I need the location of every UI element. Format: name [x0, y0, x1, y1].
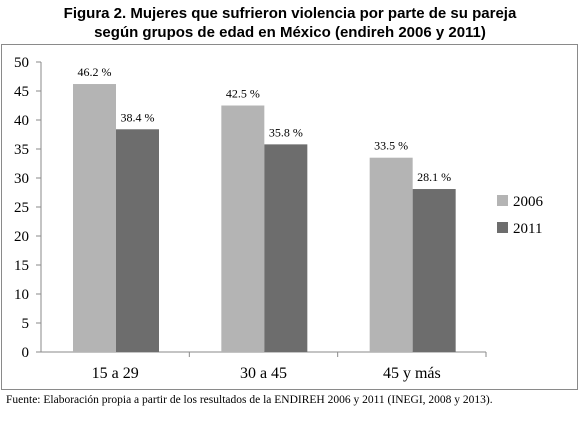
y-tick-label: 45 — [14, 84, 29, 100]
legend-swatch — [497, 195, 508, 206]
legend-label: 2011 — [513, 221, 542, 237]
y-tick-label: 20 — [14, 229, 29, 245]
chart-title-line1: Figura 2. Mujeres que sufrieron violenci… — [63, 5, 517, 22]
x-tick-label: 30 a 45 — [240, 365, 287, 382]
y-tick-label: 5 — [22, 316, 30, 332]
bar — [221, 105, 265, 352]
source-note: Fuente: Elaboración propia a partir de l… — [6, 393, 576, 407]
data-label: 42.5 % — [226, 87, 260, 101]
bar — [264, 144, 308, 352]
y-tick-label: 15 — [14, 258, 29, 274]
bar — [369, 157, 413, 352]
data-label: 33.5 % — [374, 139, 408, 153]
bars: 46.2 % 38.4 % 42.5 % 35.8 % 33.5 % 28.1 % — [73, 65, 456, 352]
data-label: 46.2 % — [78, 65, 112, 79]
source-text: Fuente: Elaboración propia a partir de l… — [6, 394, 493, 406]
y-tick-label: 10 — [14, 287, 29, 303]
x-tick-label: 15 a 29 — [92, 365, 139, 382]
legend: 2006 2011 — [497, 194, 544, 237]
chart-title: Figura 2. Mujeres que sufrieron violenci… — [0, 4, 580, 42]
data-label: 38.4 % — [121, 110, 155, 124]
y-tick-label: 40 — [14, 113, 29, 129]
y-tick-label: 50 — [14, 55, 29, 71]
data-label: 28.1 % — [417, 170, 451, 184]
data-label: 35.8 % — [269, 125, 303, 139]
legend-label: 2006 — [513, 194, 544, 210]
bar — [116, 129, 159, 352]
bar — [412, 189, 456, 352]
x-tick-label: 45 y más — [383, 365, 441, 382]
bar — [73, 84, 116, 352]
y-tick-label: 35 — [14, 142, 29, 158]
y-tick-label: 30 — [14, 171, 29, 187]
axes: 0 5 10 15 20 25 30 35 40 45 50 15 a 29 30 a 45 45 y m… — [14, 55, 487, 382]
y-tick-label: 0 — [22, 345, 30, 361]
chart-title-line2: según grupos de edad en México (endireh … — [94, 24, 486, 41]
chart-frame — [1, 44, 578, 390]
y-tick-label: 25 — [14, 200, 29, 216]
legend-swatch — [497, 222, 508, 233]
